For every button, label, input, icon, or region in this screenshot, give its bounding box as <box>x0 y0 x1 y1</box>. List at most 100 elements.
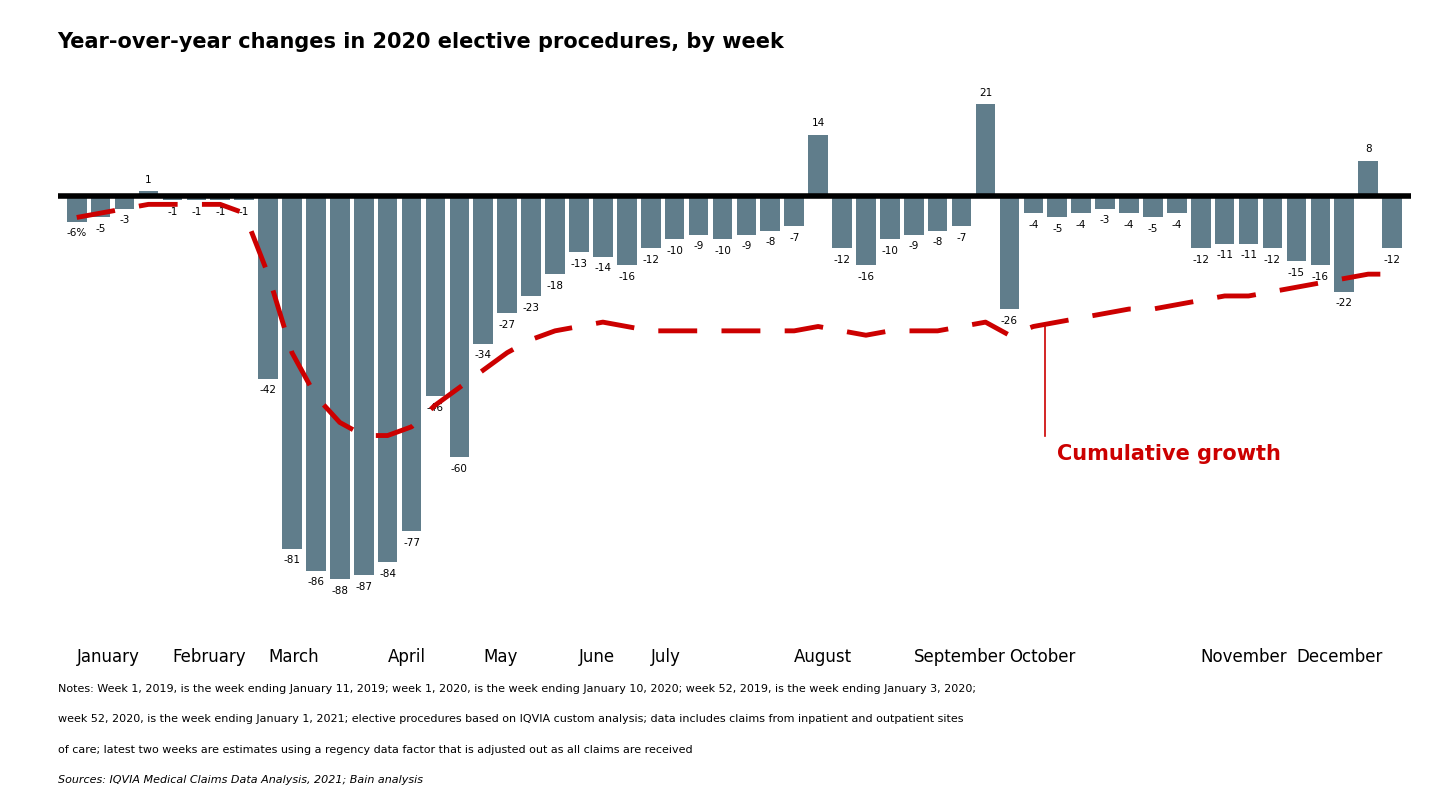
Text: -88: -88 <box>331 586 348 596</box>
Bar <box>1335 196 1354 292</box>
Text: -15: -15 <box>1287 267 1305 278</box>
Text: -23: -23 <box>523 302 540 313</box>
Text: -7: -7 <box>789 232 799 243</box>
Text: Cumulative growth: Cumulative growth <box>1057 444 1282 464</box>
Bar <box>138 191 158 196</box>
Bar <box>1024 196 1043 213</box>
Bar <box>91 196 111 217</box>
Bar <box>1143 196 1162 217</box>
Bar <box>497 196 517 313</box>
Text: week 52, 2020, is the week ending January 1, 2021; elective procedures based on : week 52, 2020, is the week ending Januar… <box>58 714 963 724</box>
Bar <box>927 196 948 231</box>
Bar <box>904 196 923 235</box>
Bar <box>593 196 612 257</box>
Bar <box>832 196 852 248</box>
Bar <box>521 196 541 296</box>
Text: -11: -11 <box>1240 250 1257 260</box>
Bar <box>187 196 206 200</box>
Text: -4: -4 <box>1028 220 1038 229</box>
Bar <box>1191 196 1211 248</box>
Text: -4: -4 <box>1123 220 1135 229</box>
Text: -8: -8 <box>933 237 943 247</box>
Text: -18: -18 <box>547 281 563 291</box>
Text: -77: -77 <box>403 538 420 548</box>
Bar <box>449 196 469 458</box>
Text: -1: -1 <box>215 207 226 216</box>
Bar <box>402 196 422 531</box>
Bar <box>66 196 86 222</box>
Text: 14: 14 <box>812 118 825 128</box>
Bar <box>808 134 828 196</box>
Text: -8: -8 <box>765 237 776 247</box>
Bar <box>210 196 230 200</box>
Bar <box>736 196 756 235</box>
Text: -84: -84 <box>379 569 396 578</box>
Bar <box>1238 196 1259 244</box>
Text: 8: 8 <box>1365 144 1371 154</box>
Bar <box>1119 196 1139 213</box>
Bar <box>665 196 684 239</box>
Text: Sources: IQVIA Medical Claims Data Analysis, 2021; Bain analysis: Sources: IQVIA Medical Claims Data Analy… <box>58 775 422 785</box>
Bar <box>976 104 995 196</box>
Text: -3: -3 <box>120 215 130 225</box>
Text: -7: -7 <box>956 232 966 243</box>
Bar <box>569 196 589 253</box>
Text: -5: -5 <box>1053 224 1063 234</box>
Text: -1: -1 <box>239 207 249 216</box>
Bar <box>1047 196 1067 217</box>
Text: -26: -26 <box>1001 316 1018 326</box>
Text: -12: -12 <box>1264 254 1282 265</box>
Bar <box>1071 196 1092 213</box>
Bar <box>163 196 183 200</box>
Text: -12: -12 <box>642 254 660 265</box>
Text: -22: -22 <box>1336 298 1352 308</box>
Bar <box>354 196 373 575</box>
Text: -4: -4 <box>1076 220 1086 229</box>
Bar <box>235 196 253 200</box>
Text: Notes: Week 1, 2019, is the week ending January 11, 2019; week 1, 2020, is the w: Notes: Week 1, 2019, is the week ending … <box>58 684 976 694</box>
Text: -12: -12 <box>1192 254 1210 265</box>
Text: 1: 1 <box>145 175 151 185</box>
Bar <box>688 196 708 235</box>
Text: -87: -87 <box>356 582 372 591</box>
Bar <box>616 196 636 266</box>
Bar <box>641 196 661 248</box>
Bar <box>880 196 900 239</box>
Text: -14: -14 <box>595 263 612 273</box>
Text: -11: -11 <box>1217 250 1233 260</box>
Text: -46: -46 <box>428 403 444 413</box>
Text: -3: -3 <box>1100 215 1110 225</box>
Bar <box>1096 196 1115 209</box>
Text: -86: -86 <box>307 578 324 587</box>
Text: Year-over-year changes in 2020 elective procedures, by week: Year-over-year changes in 2020 elective … <box>58 32 785 52</box>
Bar <box>1215 196 1234 244</box>
Bar <box>1286 196 1306 261</box>
Text: -60: -60 <box>451 464 468 474</box>
Bar <box>426 196 445 396</box>
Text: -10: -10 <box>667 245 683 256</box>
Bar <box>999 196 1020 309</box>
Bar <box>952 196 972 226</box>
Text: 21: 21 <box>979 87 992 97</box>
Text: -81: -81 <box>284 556 301 565</box>
Bar <box>1166 196 1187 213</box>
Bar <box>1358 160 1378 196</box>
Text: -1: -1 <box>167 207 177 216</box>
Bar <box>785 196 804 226</box>
Text: -1: -1 <box>192 207 202 216</box>
Text: -9: -9 <box>742 241 752 251</box>
Bar <box>307 196 325 571</box>
Text: -5: -5 <box>95 224 105 234</box>
Text: -16: -16 <box>618 272 635 282</box>
Text: -9: -9 <box>693 241 704 251</box>
Text: -12: -12 <box>834 254 851 265</box>
Text: -6%: -6% <box>66 228 86 238</box>
Bar <box>1310 196 1331 266</box>
Bar <box>377 196 397 562</box>
Text: -4: -4 <box>1172 220 1182 229</box>
Text: of care; latest two weeks are estimates using a regency data factor that is adju: of care; latest two weeks are estimates … <box>58 745 693 755</box>
Bar <box>282 196 302 549</box>
Bar <box>546 196 564 274</box>
Bar <box>857 196 876 266</box>
Text: -16: -16 <box>857 272 874 282</box>
